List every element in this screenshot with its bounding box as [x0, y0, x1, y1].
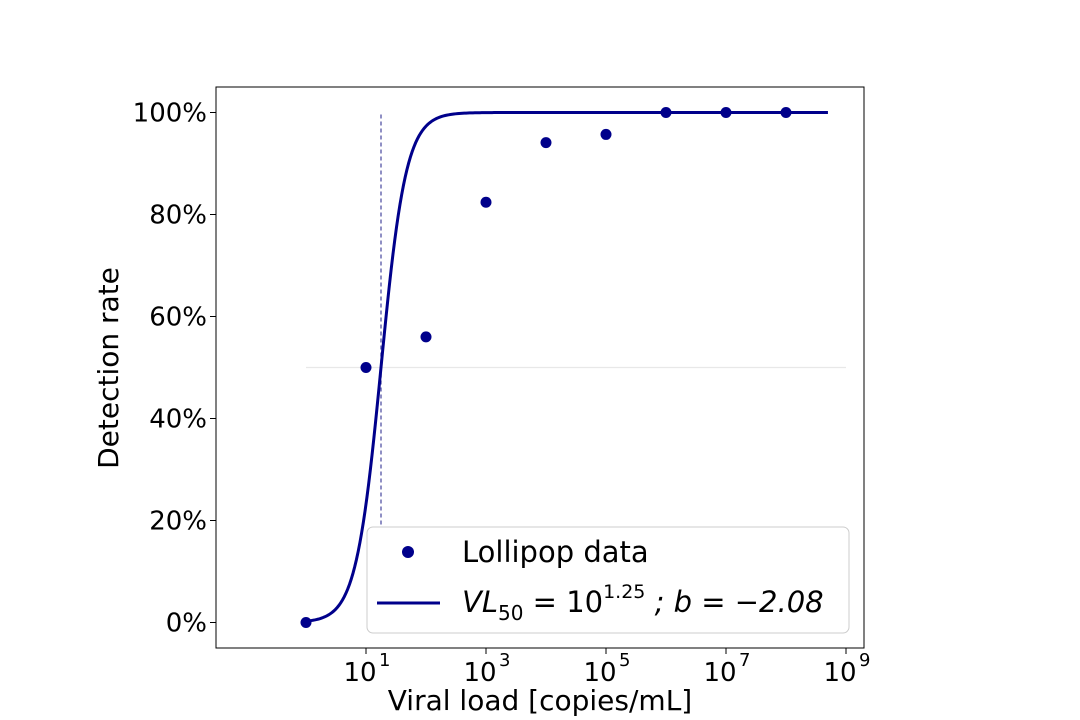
x-tick-label: 10	[343, 658, 376, 688]
plot-frame	[215, 86, 865, 649]
data-points-layer	[300, 107, 792, 628]
x-axis-label: Viral load [copies/mL]	[388, 684, 692, 717]
x-tick-label: 10	[583, 658, 616, 688]
legend-label-data: Lollipop data	[462, 535, 649, 569]
data-point	[720, 107, 732, 118]
y-tick-label: 20%	[149, 507, 207, 537]
legend-marker-scatter	[402, 546, 414, 558]
x-tick-exponent: 7	[739, 650, 750, 671]
y-tick-label: 60%	[149, 303, 207, 333]
data-point	[540, 137, 552, 149]
legend-label-fit: VL50 = 101.25 ; b = −2.08	[462, 581, 824, 625]
x-tick-exponent: 3	[499, 650, 510, 671]
x-tick-exponent: 5	[619, 650, 630, 671]
x-tick-label: 10	[703, 658, 736, 688]
data-point	[780, 107, 792, 118]
y-axis-ticks: 0% 20% 40% 60% 80% 100%	[133, 99, 216, 639]
data-point	[360, 362, 372, 373]
y-tick-label: 40%	[149, 405, 207, 435]
x-tick-exponent: 1	[379, 650, 390, 671]
data-point	[480, 196, 492, 208]
data-point	[300, 617, 312, 628]
data-point	[600, 128, 612, 140]
y-tick-label: 100%	[133, 99, 207, 129]
fit-curve-layer	[305, 111, 828, 623]
data-point	[660, 107, 672, 118]
data-point	[420, 331, 432, 343]
x-tick-label: 10	[823, 658, 856, 688]
x-tick-exponent: 9	[859, 650, 870, 671]
legend: Lollipop data VL50 = 101.25 ; b = −2.08	[366, 526, 850, 634]
fit-curve	[305, 111, 828, 623]
y-tick-label: 80%	[149, 201, 207, 231]
x-tick-label: 10	[463, 658, 496, 688]
y-axis-label: Detection rate	[92, 267, 125, 469]
x-axis-ticks: 10 1 10 3 10 5 10 7 10 9	[343, 648, 870, 688]
legend-box	[366, 526, 850, 634]
y-tick-label: 0%	[166, 609, 207, 639]
